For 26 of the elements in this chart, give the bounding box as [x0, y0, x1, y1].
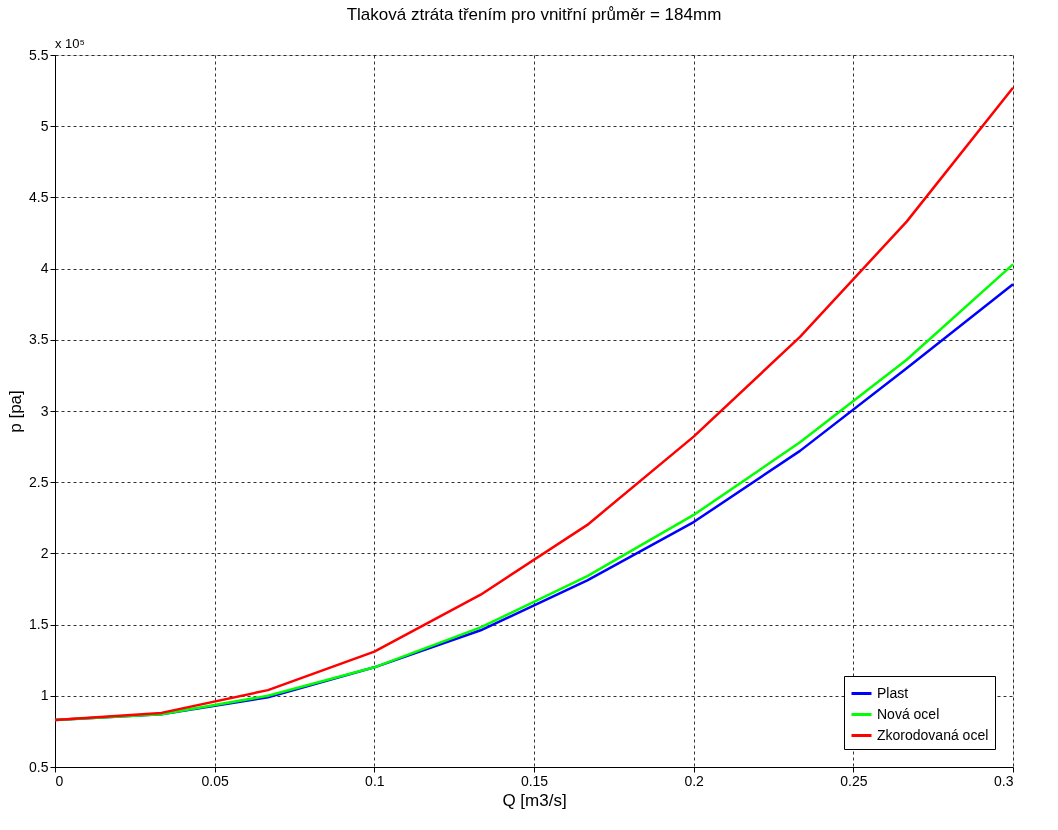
text: x 10⁵ [55, 36, 85, 51]
x-tick-label: 0.05 [201, 772, 229, 789]
legend-label: Nová ocel [877, 705, 940, 722]
x-tick-label: 0.15 [520, 772, 549, 789]
y-tick-label: 3.5 [29, 331, 49, 348]
x-tick-label: 0.3 [994, 772, 1014, 789]
y-tick-label: 2 [40, 544, 49, 561]
x-tick-label: 0.2 [684, 772, 705, 789]
y-axis-title: p [pa] [6, 390, 26, 433]
y-tick-label: 4.5 [29, 188, 49, 205]
x-tick-label: 0.25 [840, 772, 868, 789]
y-tick-label: 1.5 [29, 616, 49, 633]
line-series [53, 86, 1015, 722]
y-tick-label: 4 [40, 260, 49, 277]
y-tick-label: 1 [40, 687, 49, 704]
x-axis-title: Q [m3/s] [502, 790, 567, 810]
x-tick-label: 0 [55, 772, 64, 789]
y-tick-label: 5.5 [29, 46, 49, 63]
y-tick-label: 2.5 [29, 473, 49, 490]
y-tick-label: 3 [40, 402, 49, 419]
legend-label: Zkorodovaná ocel [877, 726, 989, 743]
x-tick-label: 0.1 [365, 772, 385, 789]
y-tick-label: 0.5 [29, 758, 49, 775]
y-tick-label: 5 [40, 117, 49, 134]
legend-label: Plast [877, 684, 909, 701]
chart-title: Tlaková ztráta třením pro vnitřní průměr = 184mm [346, 5, 722, 24]
